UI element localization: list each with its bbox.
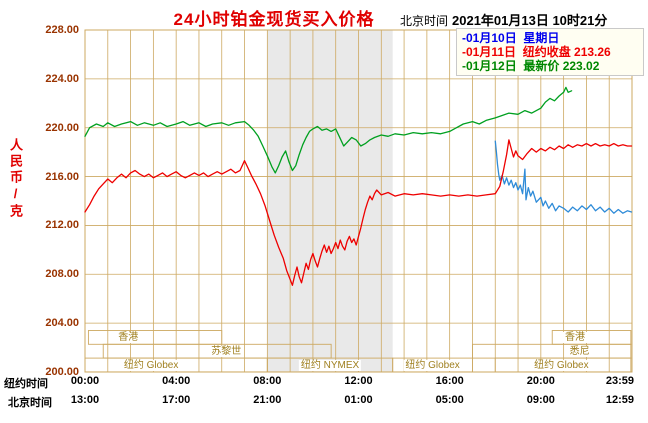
bj-time-tick-label: 01:00 bbox=[344, 394, 373, 406]
session-box bbox=[87, 330, 223, 345]
session-label: 香港 bbox=[116, 332, 141, 343]
y-axis-tick-label: 216.00 bbox=[45, 170, 79, 183]
session-label: 悉尼 bbox=[567, 345, 592, 357]
y-axis-tick-label: 208.00 bbox=[45, 268, 79, 281]
ny-time-tick-label: 16:00 bbox=[435, 375, 464, 387]
session-label: 纽约 NYMEX bbox=[298, 359, 362, 371]
beijing-time-label: 北京时间 bbox=[400, 14, 449, 28]
session-label: 纽约 Globex bbox=[121, 359, 181, 371]
bj-time-tick-label: 17:00 bbox=[162, 394, 191, 406]
y-axis-tick-label: 204.00 bbox=[45, 317, 79, 330]
bj-time-row-label: 北京时间 bbox=[8, 397, 52, 409]
price-line-01月12日 最新价 223.02 bbox=[84, 86, 573, 174]
legend: -01月10日 星期日 -01月11日 纽约收盘 213.26 -01月12日 最新… bbox=[456, 28, 644, 76]
session-box bbox=[472, 343, 632, 359]
session-box bbox=[392, 357, 473, 373]
bj-time-tick-label: 09:00 bbox=[526, 394, 555, 406]
bj-time-tick-label: 12:59 bbox=[605, 394, 634, 406]
ny-time-tick-label: 23:59 bbox=[605, 375, 634, 387]
y-axis-tick-label: 224.00 bbox=[45, 72, 79, 85]
ny-time-tick-label: 04:00 bbox=[162, 375, 191, 387]
session-label: 纽约 Globex bbox=[403, 359, 462, 371]
legend-item: -01月10日 星期日 bbox=[462, 31, 560, 45]
ny-time-tick-label: 00:00 bbox=[70, 375, 100, 387]
y-axis-tick-label: 220.00 bbox=[45, 121, 79, 134]
bj-time-tick-label: 13:00 bbox=[70, 394, 100, 406]
session-label: 香港 bbox=[563, 332, 588, 343]
ny-time-tick-label: 08:00 bbox=[253, 375, 282, 387]
bj-time-tick-label: 05:00 bbox=[435, 394, 464, 406]
ny-time-tick-label: 12:00 bbox=[344, 375, 373, 387]
session-label: 苏黎世 bbox=[209, 345, 244, 357]
price-line-01月10日 星期日 bbox=[494, 140, 633, 214]
ny-time-tick-label: 20:00 bbox=[526, 375, 555, 387]
y-axis-tick-label: 200.00 bbox=[45, 366, 79, 378]
price-line-01月11日 纽约收盘 213.26 bbox=[84, 139, 633, 286]
beijing-time-value: 2021年01月13日 10时21分 bbox=[452, 13, 608, 28]
session-label: 纽约 Globex bbox=[532, 359, 591, 371]
session-box bbox=[494, 357, 632, 373]
chart-title: 24小时铂金现货买入价格 bbox=[173, 10, 375, 29]
nymex-floor-shaded-band bbox=[267, 30, 393, 372]
ny-time-row-label: 纽约时间 bbox=[4, 378, 48, 390]
y-axis-tick-label: 212.00 bbox=[45, 219, 79, 232]
y-axis-tick-label: 228.00 bbox=[45, 24, 79, 36]
legend-item: -01月11日 纽约收盘 213.26 bbox=[462, 45, 611, 59]
bj-time-tick-label: 21:00 bbox=[253, 394, 282, 406]
legend-item: -01月12日 最新价 223.02 bbox=[462, 59, 600, 73]
y-axis-unit-label: 人民币/克 bbox=[8, 138, 23, 220]
